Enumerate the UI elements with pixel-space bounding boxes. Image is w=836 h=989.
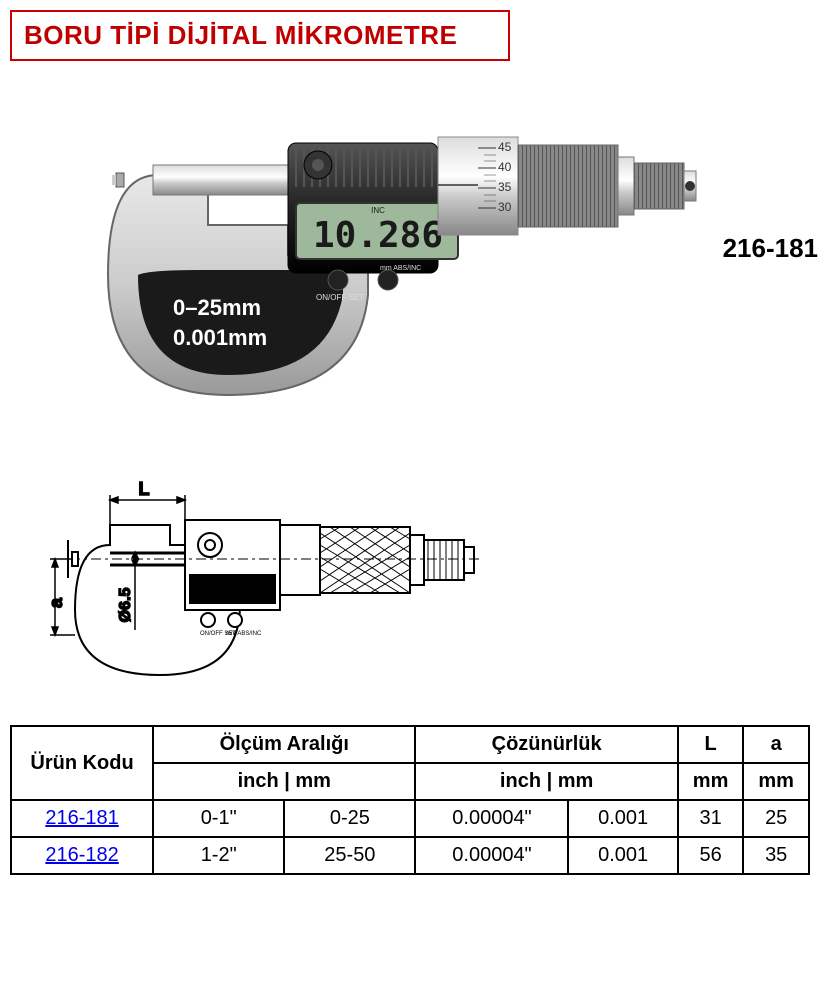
dim-L: L xyxy=(139,479,150,499)
th-range-unit: inch | mm xyxy=(153,763,415,800)
cell-a: 25 xyxy=(743,800,809,837)
spec-table: Ürün Kodu Ölçüm Aralığı Çözünürlük L a i… xyxy=(10,725,810,875)
th-res-unit: inch | mm xyxy=(415,763,677,800)
th-a-unit: mm xyxy=(743,763,809,800)
micrometer-illustration: 0–25mm 0.001mm 10.286 INC ON/OF xyxy=(78,95,758,435)
page-title: BORU TİPİ DİJİTAL MİKROMETRE xyxy=(24,20,457,50)
lcd-mode: INC xyxy=(371,206,385,215)
th-L-unit: mm xyxy=(678,763,744,800)
scale-40: 40 xyxy=(498,160,512,174)
cell-range-inch: 1-2" xyxy=(153,837,284,874)
cell-code[interactable]: 216-182 xyxy=(11,837,153,874)
dim-a: a xyxy=(46,597,66,608)
dim-diameter: Ø6.5 xyxy=(117,588,134,623)
range-text: 0–25mm xyxy=(173,295,261,320)
cell-res-inch: 0.00004" xyxy=(415,837,568,874)
lcd-value: 10.286 xyxy=(313,215,443,256)
th-range: Ölçüm Aralığı xyxy=(153,726,415,763)
th-L: L xyxy=(678,726,744,763)
table-row: 216-182 1-2" 25-50 0.00004" 0.001 56 35 xyxy=(11,837,809,874)
th-resolution: Çözünürlük xyxy=(415,726,677,763)
cell-a: 35 xyxy=(743,837,809,874)
cell-res-mm: 0.001 xyxy=(568,800,677,837)
cell-res-inch: 0.00004" xyxy=(415,800,568,837)
title-container: BORU TİPİ DİJİTAL MİKROMETRE xyxy=(10,10,510,61)
cell-L: 31 xyxy=(678,800,744,837)
th-a: a xyxy=(743,726,809,763)
model-number-label: 216-181 xyxy=(723,233,818,264)
precision-text: 0.001mm xyxy=(173,325,267,350)
scale-35: 35 xyxy=(498,180,512,194)
cell-L: 56 xyxy=(678,837,744,874)
scale-30: 30 xyxy=(498,200,512,214)
cell-range-inch: 0-1" xyxy=(153,800,284,837)
cell-code[interactable]: 216-181 xyxy=(11,800,153,837)
button1-label: ON/OFF SET xyxy=(316,293,364,302)
svg-text:mm ABS/INC: mm ABS/INC xyxy=(226,631,262,637)
product-image-area: 0–25mm 0.001mm 10.286 INC ON/OF xyxy=(10,65,826,465)
button2-label: mm ABS/INC xyxy=(380,265,421,272)
table-row: 216-181 0-1" 0-25 0.00004" 0.001 31 25 xyxy=(11,800,809,837)
cell-range-mm: 25-50 xyxy=(284,837,415,874)
technical-diagram: L a Ø6.5 ON/OFF SET mm ABS/INC xyxy=(40,475,540,695)
scale-45: 45 xyxy=(498,140,512,154)
th-code: Ürün Kodu xyxy=(11,726,153,800)
cell-range-mm: 0-25 xyxy=(284,800,415,837)
cell-res-mm: 0.001 xyxy=(568,837,677,874)
technical-diagram-area: L a Ø6.5 ON/OFF SET mm ABS/INC xyxy=(10,465,826,705)
